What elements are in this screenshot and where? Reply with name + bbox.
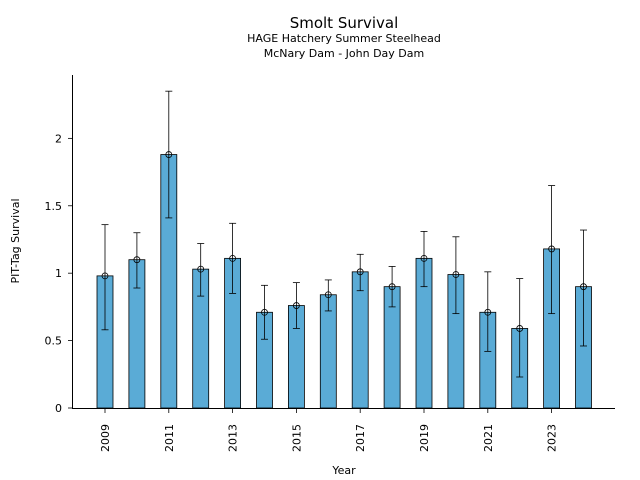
point-marker-2016 — [324, 291, 332, 299]
point-marker-2023 — [548, 245, 555, 253]
point-marker-2013 — [229, 254, 237, 262]
point-marker-2009 — [101, 272, 109, 280]
y-tick-label: 0.5 — [45, 335, 63, 348]
y-tick-label: 2 — [55, 132, 62, 145]
x-tick-label: 2015 — [290, 424, 303, 452]
bar-2016 — [319, 294, 337, 409]
x-tick-label: 2021 — [482, 424, 495, 452]
chart-subtitle-line-2: McNary Dam - John Day Dam — [264, 47, 424, 60]
point-marker-2011 — [165, 151, 173, 158]
y-axis-ticks: 0 0.5 1 1.5 2 — [45, 132, 72, 415]
y-axis-label: PIT-Tag Survival — [9, 198, 22, 283]
x-tick-label: 2017 — [354, 424, 367, 452]
x-axis-label: Year — [331, 464, 356, 477]
point-marker-2010 — [133, 256, 141, 264]
point-marker-2014 — [261, 308, 268, 316]
y-tick-label: 1.5 — [45, 200, 63, 213]
point-marker-2021 — [484, 308, 492, 316]
y-tick-label: 1 — [55, 267, 62, 280]
chart-title: Smolt Survival — [290, 14, 399, 32]
x-tick-label: 2023 — [546, 424, 559, 452]
point-marker-2022 — [516, 325, 524, 332]
point-marker-2012 — [197, 265, 205, 273]
x-tick-label: 2019 — [418, 424, 431, 452]
x-tick-label: 2009 — [99, 424, 112, 452]
chart-subtitle-line-1: HAGE Hatchery Summer Steelhead — [247, 32, 441, 45]
point-marker-2017 — [356, 268, 364, 276]
y-tick-label: 0 — [55, 402, 62, 415]
bars-group — [96, 154, 592, 409]
x-tick-label: 2013 — [227, 424, 240, 452]
bar-2017 — [351, 271, 369, 409]
point-marker-2015 — [292, 302, 300, 309]
point-marker-2024 — [580, 283, 587, 291]
error-bars-group — [101, 90, 587, 378]
x-axis-ticks: 2009 2011 2013 2015 2017 2019 2021 2023 — [99, 409, 559, 452]
x-tick-label: 2011 — [163, 424, 176, 452]
point-marker-2019 — [420, 254, 428, 262]
point-marker-2020 — [452, 271, 460, 278]
point-marker-2018 — [388, 283, 396, 291]
point-markers-group — [101, 151, 587, 332]
